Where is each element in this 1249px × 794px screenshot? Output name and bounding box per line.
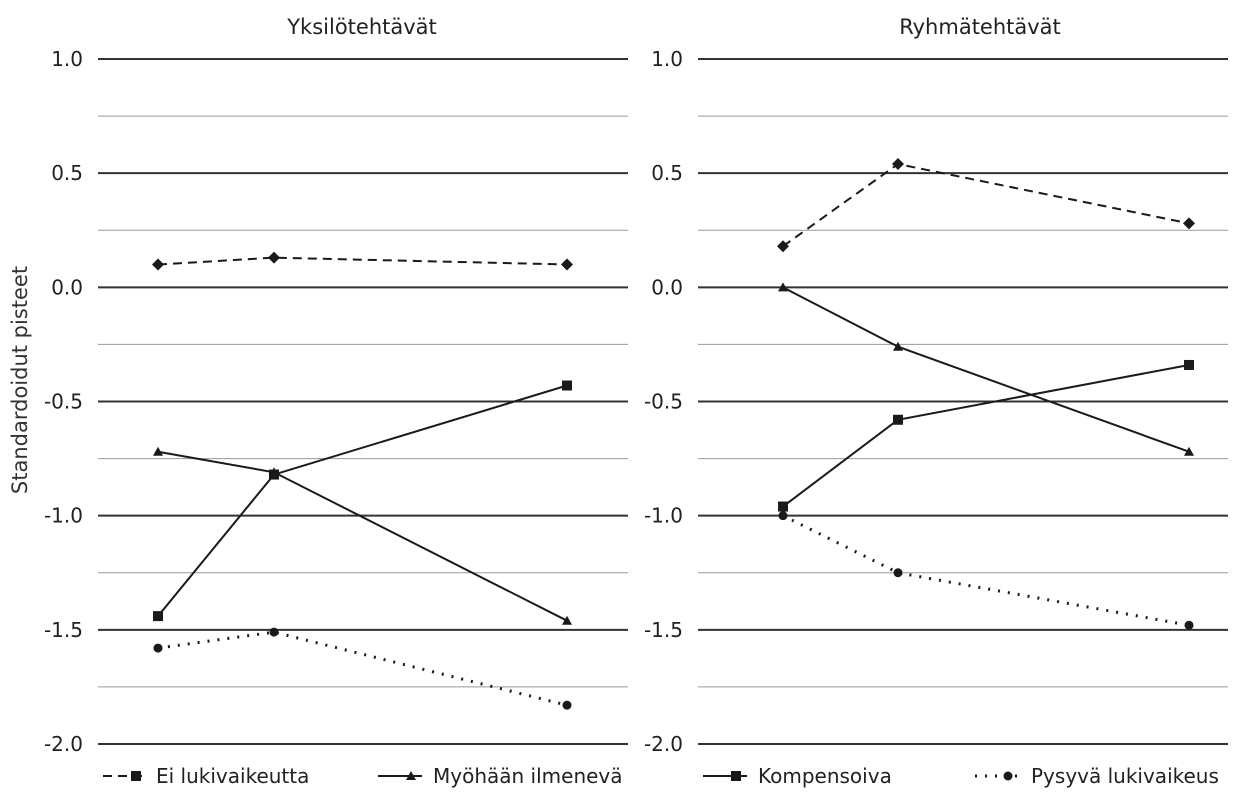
y-tick-label: -1.0	[644, 504, 683, 528]
data-point	[562, 615, 572, 625]
legend-marker	[1003, 771, 1013, 781]
series-pysyv-lukivaikeus	[778, 511, 1194, 630]
legend-marker	[131, 771, 141, 781]
data-point	[1184, 359, 1194, 370]
data-point	[1184, 620, 1194, 630]
data-point	[893, 341, 903, 351]
data-point	[268, 251, 280, 264]
series-ei-lukivaikeutta	[777, 158, 1195, 253]
data-point	[562, 380, 572, 391]
series-line	[157, 630, 568, 707]
y-tick-label: -1.0	[44, 504, 83, 528]
data-point	[777, 240, 789, 253]
data-point	[893, 414, 903, 425]
data-point	[561, 258, 573, 271]
data-point	[1183, 217, 1195, 230]
y-tick-label: 0.5	[651, 161, 683, 185]
series-kompensoiva	[778, 359, 1194, 512]
series-my-h-n-ilmenev-	[778, 282, 1194, 456]
data-point	[778, 511, 788, 521]
data-point	[269, 469, 279, 480]
series-ei-lukivaikeutta	[152, 251, 573, 271]
series-kompensoiva	[153, 380, 572, 622]
data-point	[778, 282, 788, 292]
y-tick-label: -1.5	[44, 618, 83, 642]
data-point	[152, 258, 164, 271]
legend-label: Myöhään ilmenevä	[433, 764, 623, 788]
legend-label: Pysyvä lukivaikeus	[1031, 764, 1219, 788]
y-tick-label: -0.5	[644, 390, 683, 414]
series-line	[157, 450, 568, 622]
series-line	[782, 162, 1190, 248]
legend: Ei lukivaikeutta Myöhään ilmenevä Kompenso…	[103, 764, 1219, 788]
data-point	[892, 158, 904, 171]
legend-label: Kompensoiva	[758, 764, 892, 788]
data-point	[153, 446, 163, 456]
y-tick-label: -2.0	[644, 732, 683, 756]
y-tick-label: 0.5	[51, 161, 83, 185]
panel-1: Yksilötehtävät 1.0 0.5 0.0 -0.5 -1.0 -1.5 -2.0	[44, 15, 628, 756]
legend-marker	[406, 771, 416, 780]
y-tick-label: -2.0	[44, 732, 83, 756]
legend-item: Pysyvä lukivaikeus	[975, 764, 1219, 788]
y-tick-label: 1.0	[51, 47, 83, 71]
y-tick-label: 1.0	[651, 47, 683, 71]
data-point	[562, 700, 572, 710]
y-axis-label: Standardoidut pisteet	[8, 266, 32, 494]
panel-title: Ryhmätehtävät	[899, 15, 1061, 39]
panel-title: Yksilötehtävät	[286, 15, 437, 39]
series-line	[782, 286, 1190, 453]
series-my-h-n-ilmenev-	[153, 446, 572, 625]
legend-item: Myöhään ilmenevä	[378, 764, 623, 788]
legend-marker	[731, 771, 741, 781]
y-tick-label: -0.5	[44, 390, 83, 414]
y-tick-label: 0.0	[651, 275, 683, 299]
y-tick-label: -1.5	[644, 618, 683, 642]
data-point	[1184, 446, 1194, 456]
series-line	[157, 384, 568, 617]
data-point	[269, 627, 279, 637]
data-point	[153, 643, 163, 653]
legend-label: Ei lukivaikeutta	[156, 764, 309, 788]
series-line	[157, 256, 568, 266]
data-point	[153, 611, 163, 622]
legend-item: Kompensoiva	[703, 764, 892, 788]
panel-2: Ryhmätehtävät 1.0 0.5 0.0 -0.5 -1.0 -1.5 -2.0	[644, 15, 1228, 756]
legend-item: Ei lukivaikeutta	[103, 764, 309, 788]
series-pysyv-lukivaikeus	[153, 627, 572, 710]
series-line	[782, 363, 1190, 508]
data-point	[778, 501, 788, 512]
series-line	[782, 514, 1190, 627]
data-point	[893, 568, 903, 578]
y-tick-label: 0.0	[51, 275, 83, 299]
